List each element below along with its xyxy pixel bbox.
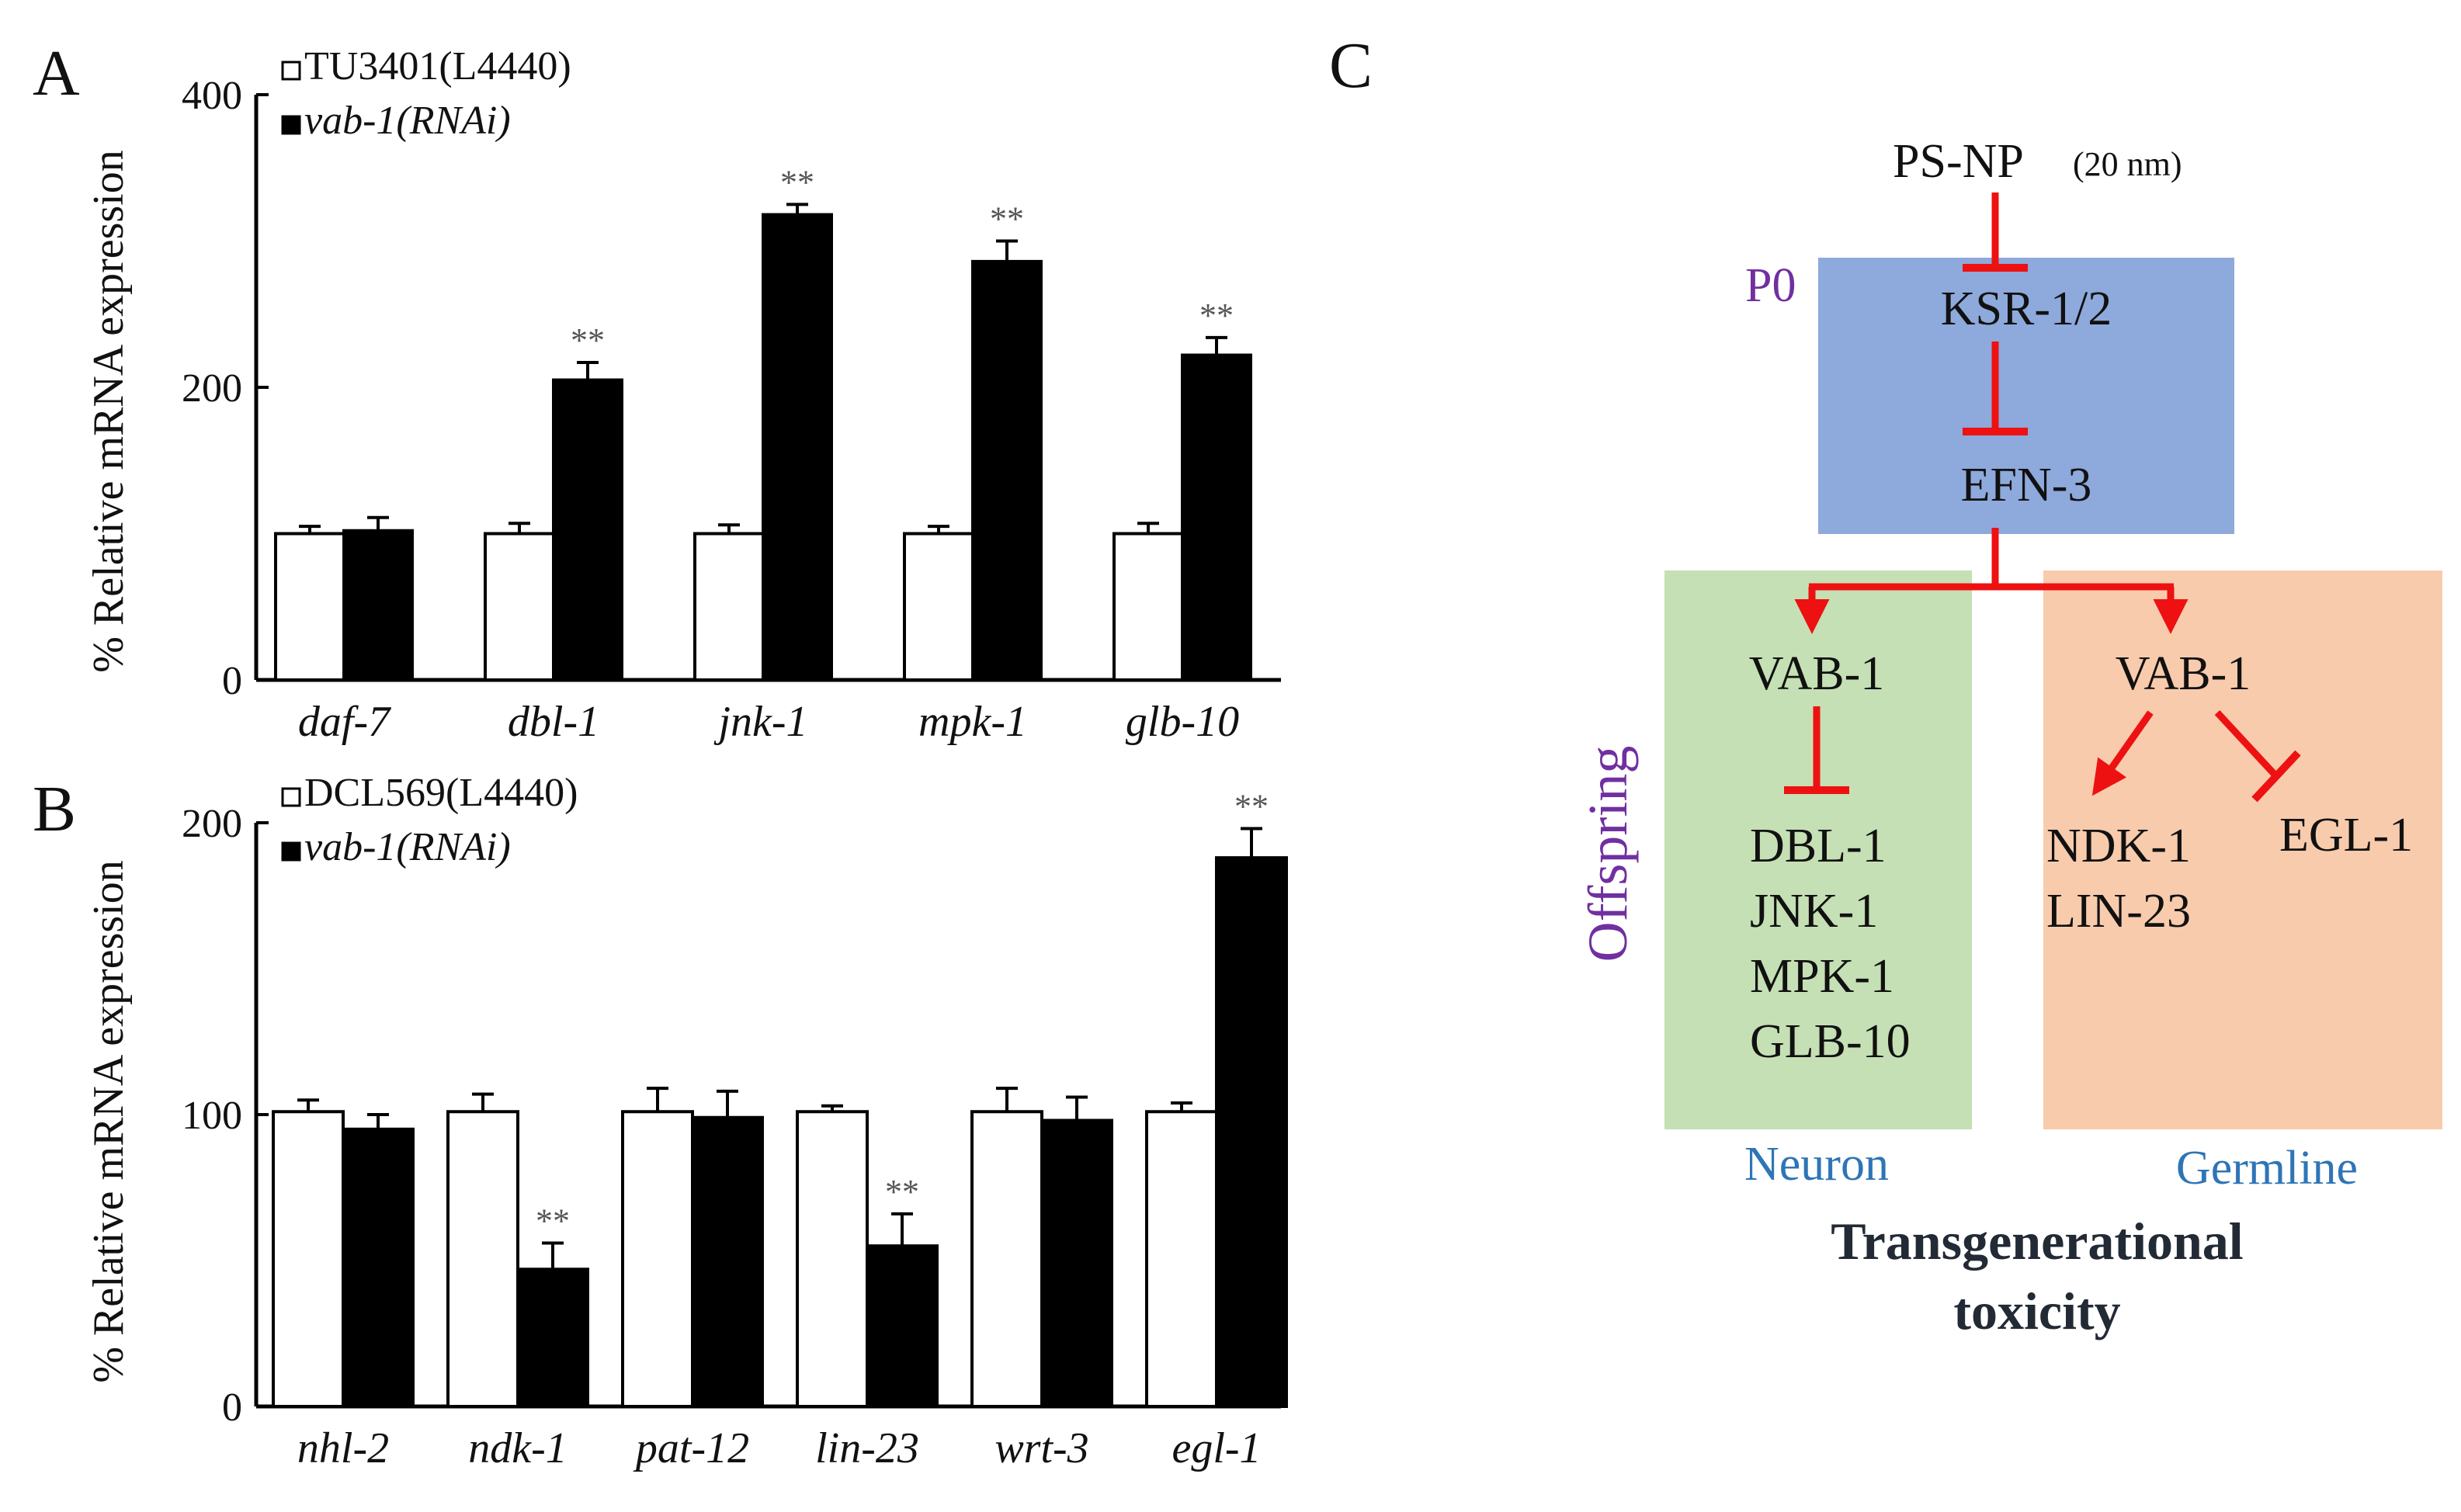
- germline-box: [2043, 570, 2442, 1129]
- x-tick-label-jnk-1: jnk-1: [713, 698, 807, 746]
- germline-inhibited-egl1: EGL-1: [2279, 809, 2413, 862]
- bar-rnai-daf-7: [342, 529, 414, 681]
- y-tick-label-b: 200: [182, 802, 242, 846]
- x-tick-label-mpk-1: mpk-1: [918, 698, 1027, 746]
- legend-swatch-control-a: [281, 61, 301, 81]
- caption-line-1: Transgenerational: [1831, 1212, 2243, 1271]
- neuron-target-mpk1: MPK-1: [1750, 950, 1894, 1003]
- bar-control-nhl-2: [272, 1110, 345, 1408]
- germline-target-ndk1: NDK-1: [2046, 820, 2191, 872]
- y-tick-label-a: 200: [182, 366, 242, 411]
- bars-a: 0 200 400 daf-7 ** dbl-1 ** jnk-1 ** mpk-1 ** glb-1…: [182, 74, 1252, 746]
- y-axis-label-a: % Relative mRNA expression: [85, 150, 133, 672]
- neuron-box: [1664, 570, 1972, 1129]
- bar-control-mpk-1: [903, 532, 974, 681]
- significance-mark-ndk-1: **: [536, 1202, 570, 1240]
- legend-label-rnai-b: vab-1(RNAi): [304, 825, 511, 869]
- bar-rnai-jnk-1: [762, 213, 833, 681]
- x-tick-label-glb-10: glb-10: [1126, 698, 1239, 746]
- chart-panel-b: B % Relative mRNA expression DCL569(L444…: [33, 771, 1288, 1472]
- arrow-germline-activate: [2091, 710, 2154, 796]
- x-tick-label-daf-7: daf-7: [298, 698, 391, 746]
- efn-node: EFN-3: [1961, 459, 2092, 512]
- bar-rnai-ndk-1: [516, 1268, 589, 1409]
- bar-control-dbl-1: [484, 532, 555, 681]
- bar-rnai-pat-12: [691, 1115, 764, 1408]
- legend-label-control-a: TU3401(L4440): [304, 44, 571, 88]
- x-tick-label-pat-12: pat-12: [633, 1424, 749, 1472]
- bars-b: 0 100 200 nhl-2 ** ndk-1 pat-12 ** lin-23 wrt-3 **…: [182, 788, 1288, 1472]
- neuron-label: Neuron: [1744, 1138, 1889, 1191]
- inhibit-line-germline: [2214, 709, 2279, 779]
- y-tick-label-a: 0: [222, 659, 242, 703]
- neuron-target-jnk1: JNK-1: [1750, 885, 1878, 938]
- y-tick-label-b: 0: [222, 1385, 242, 1430]
- neuron-vab-node: VAB-1: [1749, 647, 1885, 700]
- significance-mark-dbl-1: **: [571, 321, 605, 359]
- bar-control-pat-12: [621, 1110, 694, 1408]
- caption-line-2: toxicity: [1953, 1281, 2120, 1340]
- significance-mark-egl-1: **: [1234, 788, 1269, 826]
- p0-label: P0: [1745, 259, 1796, 312]
- inhibit-bar-germline: [2251, 750, 2301, 803]
- germline-target-lin23: LIN-23: [2046, 885, 2191, 938]
- y-tick-label-a: 400: [182, 74, 242, 118]
- neuron-target-glb10: GLB-10: [1750, 1015, 1911, 1068]
- significance-mark-glb-10: **: [1199, 297, 1234, 335]
- ps-np-size-label: (20 nm): [2073, 145, 2182, 183]
- x-tick-label-egl-1: egl-1: [1171, 1424, 1261, 1472]
- legend-swatch-rnai-b: [281, 841, 301, 862]
- bar-control-glb-10: [1112, 532, 1184, 681]
- offspring-label: Offspring: [1577, 746, 1639, 962]
- y-tick-label-b: 100: [182, 1094, 242, 1138]
- germline-vab-node: VAB-1: [2116, 647, 2251, 700]
- x-tick-label-wrt-3: wrt-3: [994, 1424, 1088, 1472]
- ksr-node: KSR-1/2: [1941, 283, 2112, 335]
- bar-rnai-lin-23: [866, 1244, 939, 1408]
- bar-control-lin-23: [796, 1110, 869, 1408]
- bar-rnai-wrt-3: [1040, 1118, 1113, 1409]
- bar-control-ndk-1: [446, 1110, 519, 1408]
- germline-label: Germline: [2176, 1142, 2358, 1195]
- x-tick-label-ndk-1: ndk-1: [468, 1424, 568, 1472]
- panel-letter-c: C: [1329, 29, 1373, 102]
- diagram-panel-c: C PS-NP (20 nm) P0 KSR-1/2 EFN-3 Offspri…: [1329, 29, 2442, 1340]
- significance-mark-mpk-1: **: [990, 200, 1024, 238]
- bar-control-egl-1: [1145, 1110, 1218, 1408]
- significance-mark-jnk-1: **: [780, 163, 814, 201]
- bar-rnai-nhl-2: [342, 1127, 415, 1409]
- y-axis-label-b: % Relative mRNA expression: [85, 860, 133, 1382]
- bar-rnai-glb-10: [1181, 353, 1252, 681]
- legend-swatch-rnai-a: [281, 115, 301, 135]
- panel-letter-b: B: [33, 773, 76, 845]
- ps-np-label: PS-NP: [1893, 135, 2024, 188]
- x-tick-label-nhl-2: nhl-2: [297, 1424, 389, 1472]
- neuron-target-dbl1: DBL-1: [1750, 820, 1887, 872]
- legend-label-rnai-a: vab-1(RNAi): [304, 99, 511, 143]
- bar-control-daf-7: [274, 532, 345, 681]
- bar-control-jnk-1: [693, 532, 765, 681]
- x-tick-label-lin-23: lin-23: [815, 1424, 919, 1472]
- significance-mark-lin-23: **: [885, 1173, 919, 1211]
- legend-label-control-b: DCL569(L4440): [304, 771, 578, 815]
- bar-rnai-egl-1: [1215, 856, 1288, 1408]
- p0-box: [1818, 258, 2234, 534]
- panel-letter-a: A: [33, 37, 80, 109]
- x-tick-label-dbl-1: dbl-1: [508, 698, 599, 746]
- chart-panel-a: A % Relative mRNA expression TU3401(L444…: [33, 37, 1281, 746]
- bar-control-wrt-3: [970, 1110, 1043, 1408]
- legend-swatch-control-b: [281, 787, 301, 807]
- bar-rnai-dbl-1: [552, 378, 623, 681]
- bar-rnai-mpk-1: [971, 259, 1043, 681]
